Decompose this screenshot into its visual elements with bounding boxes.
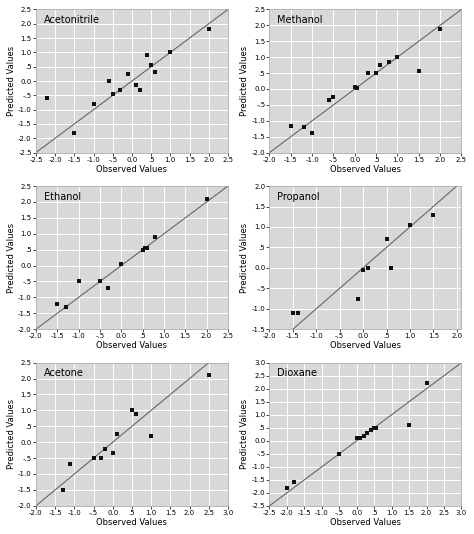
- Point: [75, 277, 82, 286]
- Text: Dioxane: Dioxane: [277, 368, 317, 379]
- Point: [415, 67, 422, 76]
- Point: [90, 100, 97, 108]
- Point: [353, 434, 361, 442]
- Point: [205, 25, 212, 34]
- Point: [360, 431, 367, 440]
- Point: [109, 449, 117, 458]
- Point: [144, 51, 151, 59]
- Point: [309, 129, 316, 138]
- Point: [147, 61, 155, 69]
- Y-axis label: Predicted Values: Predicted Values: [7, 46, 16, 116]
- Point: [105, 77, 113, 85]
- Y-axis label: Predicted Values: Predicted Values: [240, 46, 249, 116]
- Point: [118, 260, 125, 268]
- Point: [203, 194, 210, 203]
- Point: [166, 48, 174, 57]
- Y-axis label: Predicted Values: Predicted Values: [7, 399, 16, 469]
- Y-axis label: Predicted Values: Predicted Values: [240, 399, 249, 469]
- Point: [98, 454, 105, 462]
- Point: [325, 96, 333, 104]
- Point: [151, 68, 159, 77]
- X-axis label: Observed Values: Observed Values: [96, 165, 167, 174]
- Point: [429, 210, 437, 219]
- Point: [139, 246, 146, 254]
- X-axis label: Observed Values: Observed Values: [330, 165, 401, 174]
- Point: [372, 69, 380, 77]
- Point: [147, 431, 155, 440]
- Point: [67, 460, 74, 469]
- Point: [290, 478, 298, 486]
- Text: Ethanol: Ethanol: [44, 192, 81, 202]
- Point: [393, 53, 401, 61]
- Point: [136, 85, 144, 94]
- X-axis label: Observed Values: Observed Values: [330, 518, 401, 527]
- X-axis label: Observed Values: Observed Values: [330, 341, 401, 350]
- Point: [383, 235, 390, 244]
- Point: [385, 58, 392, 66]
- Point: [372, 423, 380, 432]
- Text: Acetonitrile: Acetonitrile: [44, 15, 100, 25]
- Point: [336, 450, 343, 458]
- Point: [356, 434, 364, 442]
- Point: [205, 371, 212, 380]
- Point: [44, 94, 51, 103]
- X-axis label: Observed Values: Observed Values: [96, 518, 167, 527]
- Point: [132, 409, 139, 418]
- Point: [423, 379, 430, 388]
- Point: [405, 421, 413, 429]
- Point: [54, 300, 61, 308]
- Point: [117, 85, 124, 94]
- Point: [283, 483, 291, 492]
- Point: [141, 244, 148, 253]
- Point: [364, 69, 371, 77]
- Point: [329, 92, 337, 101]
- Point: [355, 294, 362, 303]
- Point: [351, 83, 358, 92]
- Y-axis label: Predicted Values: Predicted Values: [7, 223, 16, 293]
- Point: [71, 128, 78, 137]
- X-axis label: Observed Values: Observed Values: [96, 341, 167, 350]
- Point: [364, 264, 372, 272]
- Text: Propanol: Propanol: [277, 192, 320, 202]
- Point: [96, 277, 104, 286]
- Point: [300, 123, 308, 131]
- Point: [287, 121, 295, 130]
- Text: Methanol: Methanol: [277, 15, 323, 25]
- Point: [367, 426, 374, 435]
- Point: [294, 309, 301, 317]
- Point: [387, 264, 395, 272]
- Point: [101, 444, 109, 453]
- Point: [376, 61, 384, 69]
- Point: [353, 84, 361, 92]
- Point: [128, 406, 136, 415]
- Point: [289, 309, 297, 317]
- Point: [364, 429, 371, 437]
- Point: [152, 233, 159, 241]
- Point: [370, 423, 378, 432]
- Point: [143, 244, 151, 253]
- Y-axis label: Predicted Values: Predicted Values: [240, 223, 249, 293]
- Point: [359, 265, 367, 274]
- Point: [113, 430, 120, 438]
- Point: [109, 90, 117, 98]
- Point: [59, 485, 67, 494]
- Point: [105, 284, 112, 292]
- Point: [90, 454, 97, 462]
- Point: [132, 81, 139, 90]
- Point: [406, 221, 414, 229]
- Text: Acetone: Acetone: [44, 368, 83, 379]
- Point: [436, 24, 444, 33]
- Point: [62, 303, 70, 311]
- Point: [124, 69, 132, 78]
